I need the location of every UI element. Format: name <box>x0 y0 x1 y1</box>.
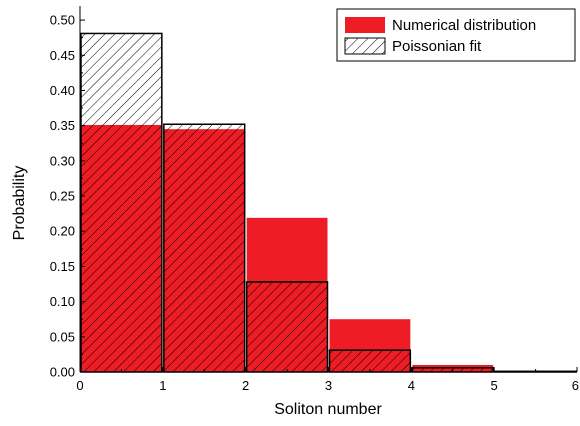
y-axis-label: Probability <box>11 166 28 241</box>
legend-label-numerical: Numerical distribution <box>392 17 536 34</box>
x-tick-label-5: 5 <box>491 378 498 393</box>
poisson-bars <box>80 32 577 373</box>
legend-swatch-numerical <box>345 17 385 33</box>
legend-swatch-poisson <box>344 37 386 55</box>
y-tick-label-10: 0.50 <box>50 13 75 28</box>
y-tick-label-0: 0.00 <box>50 365 75 380</box>
x-tick-label-6: 6 <box>572 378 579 393</box>
y-tick-label-6: 0.30 <box>50 153 75 168</box>
ticks: 0.00 0.05 0.10 0.15 0.20 0.25 0.30 0.35 0.40 0.45… <box>50 13 579 393</box>
x-tick-label-4: 4 <box>408 378 415 393</box>
bar-poisson-1 <box>163 123 246 373</box>
bar-poisson-0 <box>80 32 163 373</box>
y-tick-label-4: 0.20 <box>50 224 75 239</box>
x-tick-label-0: 0 <box>76 378 83 393</box>
bar-poisson-3 <box>328 349 412 373</box>
y-tick-label-1: 0.05 <box>50 329 75 344</box>
legend-label-poisson: Poissonian fit <box>392 38 482 55</box>
y-tick-label-3: 0.15 <box>50 259 75 274</box>
bar-poisson-2 <box>245 281 329 373</box>
x-tick-label-1: 1 <box>159 378 166 393</box>
y-tick-label-7: 0.35 <box>50 118 75 133</box>
y-tick-label-2: 0.10 <box>50 294 75 309</box>
x-tick-label-2: 2 <box>242 378 249 393</box>
x-tick-label-3: 3 <box>325 378 332 393</box>
y-tick-label-5: 0.25 <box>50 189 75 204</box>
y-tick-label-8: 0.40 <box>50 83 75 98</box>
x-axis-label: Soliton number <box>274 401 382 418</box>
y-tick-label-9: 0.45 <box>50 48 75 63</box>
legend: Numerical distribution Poissonian fit <box>336 8 576 62</box>
